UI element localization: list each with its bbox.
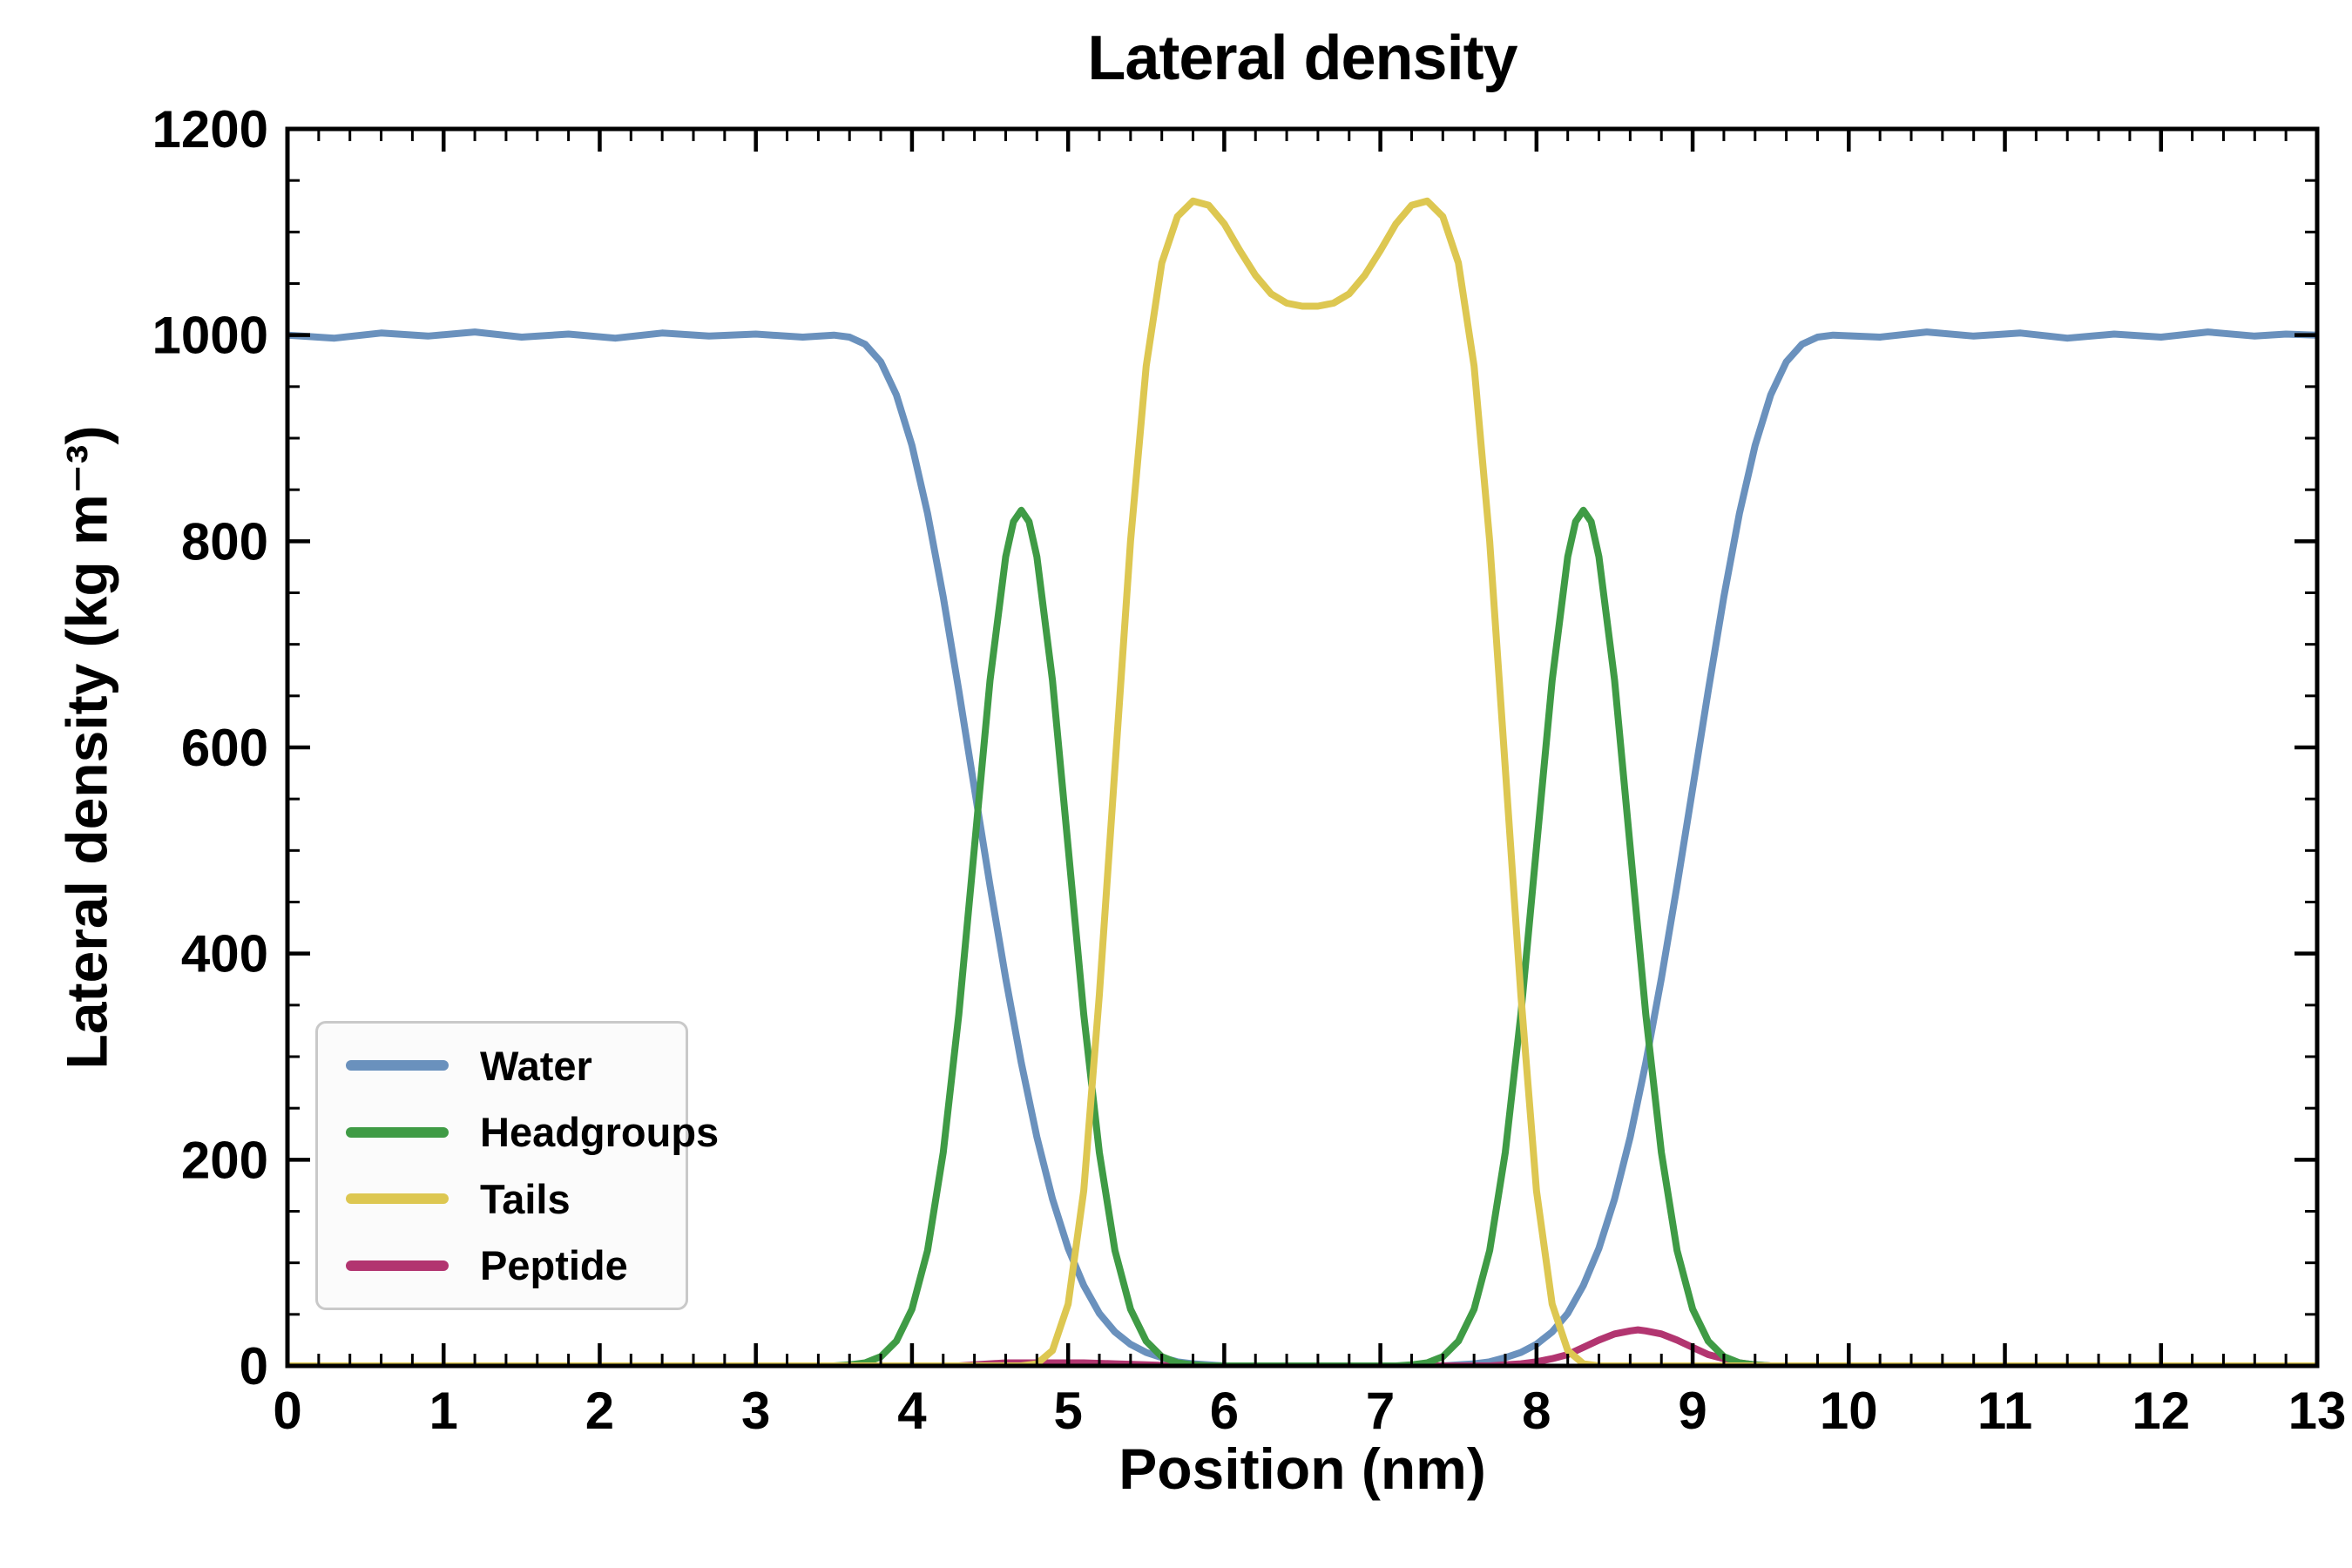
legend-label-water: Water	[480, 1042, 592, 1089]
legend-item-water: Water	[318, 1042, 686, 1090]
legend-swatch-peptide	[346, 1260, 449, 1271]
y-tick-label: 400	[181, 925, 268, 983]
legend-item-peptide: Peptide	[318, 1241, 686, 1289]
x-tick-label: 13	[2288, 1382, 2347, 1440]
y-tick-label: 600	[181, 719, 268, 777]
legend-item-headgroups: Headgroups	[318, 1108, 719, 1156]
series-line-water	[287, 328, 2317, 1366]
x-tick-label: 3	[741, 1382, 770, 1440]
legend: Water Headgroups Tails Peptide	[315, 1021, 719, 1310]
legend-label-peptide: Peptide	[480, 1242, 628, 1289]
series-line-tails	[287, 197, 2317, 1366]
x-axis-label: Position (nm)	[1119, 1436, 1486, 1501]
x-tick-label: 7	[1366, 1382, 1395, 1440]
y-tick-label: 1200	[152, 100, 268, 159]
x-tick-label: 9	[1678, 1382, 1707, 1440]
y-tick-label: 0	[240, 1337, 268, 1396]
y-tick-label: 800	[181, 512, 268, 571]
x-tick-label: 10	[1820, 1382, 1878, 1440]
x-tick-label: 0	[273, 1382, 301, 1440]
legend-swatch-headgroups	[346, 1126, 449, 1138]
x-tick-label: 5	[1053, 1382, 1082, 1440]
x-tick-label: 11	[1977, 1382, 2032, 1440]
legend-item-tails: Tails	[318, 1175, 686, 1223]
series-line-headgroups	[287, 506, 2317, 1366]
legend-swatch-tails	[346, 1193, 449, 1205]
x-tick-label: 6	[1210, 1382, 1239, 1440]
x-tick-label: 1	[429, 1382, 458, 1440]
x-tick-label: 2	[585, 1382, 614, 1440]
x-tick-label: 4	[897, 1382, 927, 1440]
y-tick-label: 1000	[152, 307, 268, 365]
chart-title: Lateral density	[1087, 24, 1517, 93]
series-line-peptide	[287, 1326, 2317, 1366]
legend-swatch-water	[346, 1060, 449, 1071]
y-axis-label: Lateral density (kg m⁻³)	[54, 425, 119, 1070]
y-tick-label: 200	[181, 1131, 268, 1189]
x-tick-label: 8	[1522, 1382, 1551, 1440]
legend-label-headgroups: Headgroups	[480, 1109, 720, 1156]
x-tick-label: 12	[2132, 1382, 2190, 1440]
legend-label-tails: Tails	[480, 1175, 571, 1222]
